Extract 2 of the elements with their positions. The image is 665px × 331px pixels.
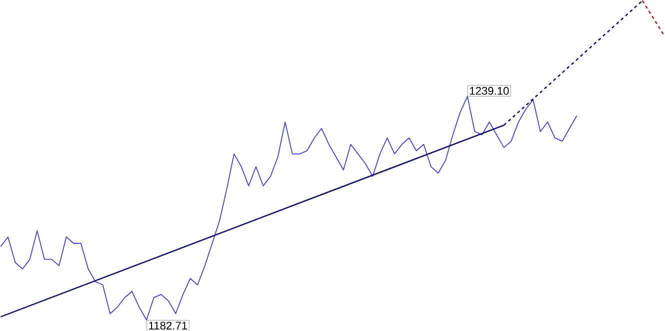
annotation: 1239.10: [470, 86, 509, 95]
text: 1182.71: [149, 322, 187, 330]
